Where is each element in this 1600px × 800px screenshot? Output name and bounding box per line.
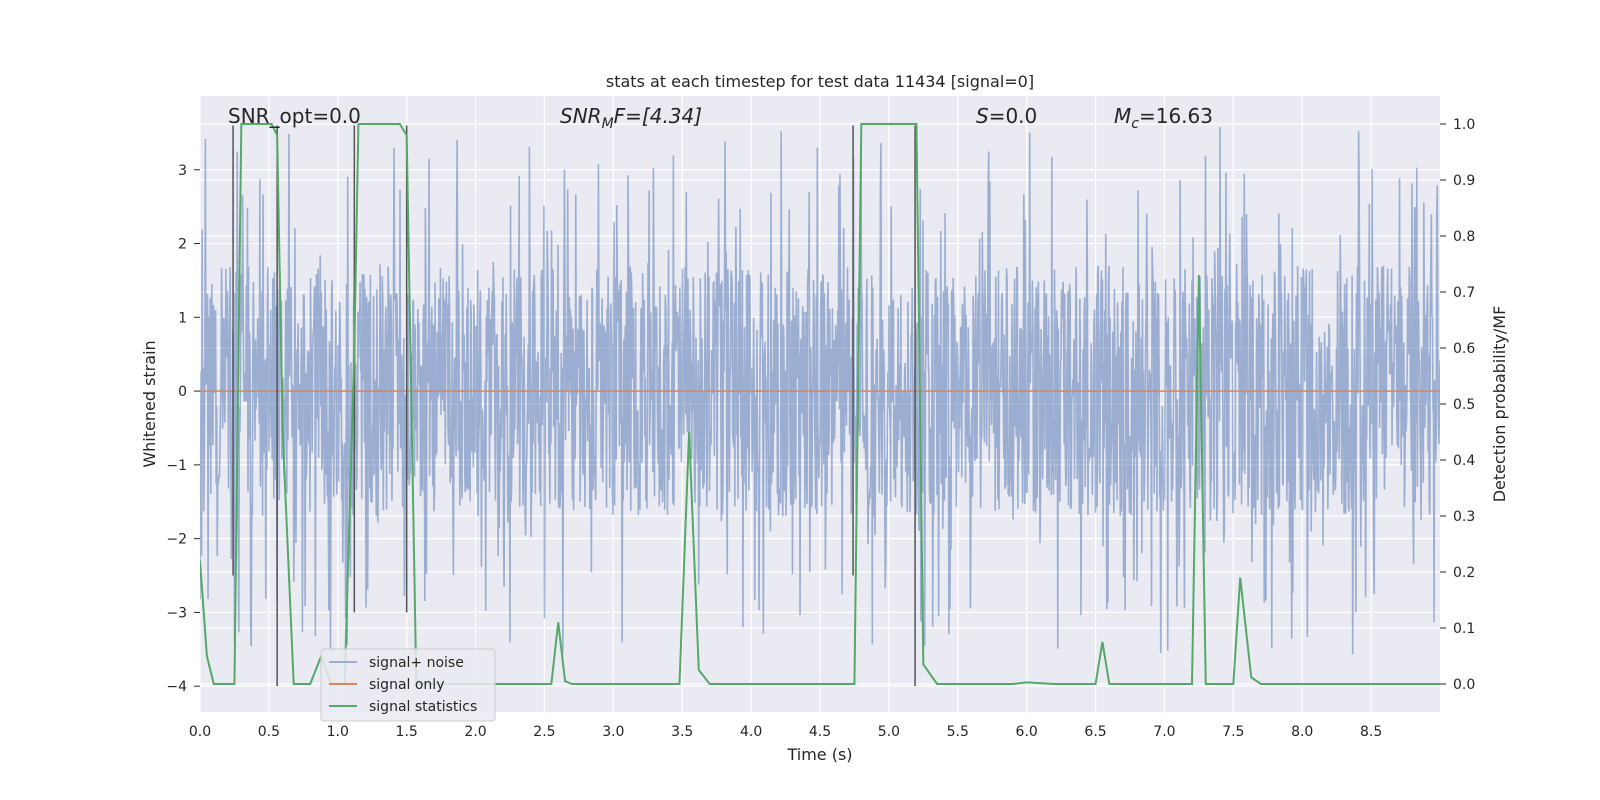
x-tick-label: 7.5 <box>1222 724 1244 740</box>
x-tick-label: 6.5 <box>1084 724 1106 740</box>
y-tick-label: −2 <box>166 532 187 548</box>
x-tick-labels: 0.0 0.5 1.0 1.5 2.0 2.5 3.0 3.5 4.0 4.5 5.0 5.5 6.0 6… <box>189 724 1382 740</box>
right-y-tick-label: 0.9 <box>1453 173 1475 189</box>
right-y-tick-label: 0.0 <box>1453 677 1475 693</box>
series-signal-statistics <box>200 123 1440 685</box>
right-y-tick-label: 0.6 <box>1453 341 1475 357</box>
right-y-tick-label: 0.8 <box>1453 229 1475 245</box>
legend-label-signal-statistics: signal statistics <box>369 699 477 715</box>
annotation-mc: Mc=16.63 <box>1114 104 1213 132</box>
x-tick-label: 5.0 <box>878 724 900 740</box>
y-tick-label: 1 <box>178 310 187 326</box>
y-tick-label: −3 <box>166 605 187 621</box>
chart-title: stats at each timestep for test data 114… <box>606 72 1034 91</box>
x-tick-label: 4.0 <box>740 724 762 740</box>
x-axis-label: Time (s) <box>786 745 852 764</box>
y-tick-label: −1 <box>166 458 187 474</box>
y-tick-label: 2 <box>178 237 187 253</box>
right-y-tick-label: 0.7 <box>1453 285 1475 301</box>
x-tick-label: 0.5 <box>258 724 280 740</box>
right-y-tick-label: 0.3 <box>1453 509 1475 525</box>
right-y-tick-label: 1.0 <box>1453 117 1475 133</box>
annotation-snr-mf: SNRMF=[4.34] <box>560 104 702 132</box>
x-tick-label: 3.0 <box>602 724 624 740</box>
right-y-tick-label: 0.1 <box>1453 621 1475 637</box>
y-axis-label: Whitened strain <box>140 340 159 467</box>
right-y-tick-labels: 1.0 0.9 0.8 0.7 0.6 0.5 0.4 0.3 0.2 0.1 0.0 <box>1440 117 1475 693</box>
x-tick-label: 5.5 <box>947 724 969 740</box>
annotation-s: S=0.0 <box>976 104 1037 128</box>
x-tick-label: 8.0 <box>1291 724 1313 740</box>
right-y-tick-label: 0.2 <box>1453 565 1475 581</box>
x-tick-label: 1.0 <box>327 724 349 740</box>
y-tick-label: 3 <box>178 163 187 179</box>
x-tick-label: 2.0 <box>464 724 486 740</box>
y-tick-labels: 3 2 1 0 −1 −2 −3 −4 <box>166 163 200 695</box>
x-tick-label: 3.5 <box>671 724 693 740</box>
right-y-tick-label: 0.5 <box>1453 397 1475 413</box>
y-tick-label: −4 <box>166 679 187 695</box>
legend-label-signal-only: signal only <box>369 677 444 693</box>
right-y-axis-label: Detection probability/MF <box>1490 306 1509 503</box>
x-tick-label: 8.5 <box>1360 724 1382 740</box>
legend: signal+ noise signal only signal statist… <box>320 648 496 722</box>
legend-box <box>320 648 496 722</box>
x-tick-label: 1.5 <box>396 724 418 740</box>
y-tick-label: 0 <box>178 384 187 400</box>
x-tick-label: 6.0 <box>1016 724 1038 740</box>
x-tick-label: 4.5 <box>809 724 831 740</box>
legend-label-signal-plus-noise: signal+ noise <box>369 655 464 671</box>
annotation-snr-opt: SNR_opt=0.0 <box>228 104 361 128</box>
x-tick-label: 0.0 <box>189 724 211 740</box>
x-tick-label: 2.5 <box>533 724 555 740</box>
right-y-tick-label: 0.4 <box>1453 453 1475 469</box>
x-tick-label: 7.0 <box>1153 724 1175 740</box>
